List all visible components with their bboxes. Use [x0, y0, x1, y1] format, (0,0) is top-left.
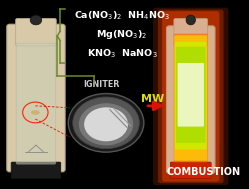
Circle shape	[79, 103, 133, 145]
FancyBboxPatch shape	[178, 63, 204, 127]
Circle shape	[68, 94, 144, 152]
FancyBboxPatch shape	[16, 43, 56, 164]
Text: Ca(NO$_3$)$_2$  NH$_4$NO$_3$: Ca(NO$_3$)$_2$ NH$_4$NO$_3$	[74, 10, 170, 22]
Text: COMBUSTION: COMBUSTION	[167, 167, 241, 177]
FancyBboxPatch shape	[7, 24, 65, 172]
Text: Mg(NO$_3$)$_2$: Mg(NO$_3$)$_2$	[96, 29, 147, 41]
Text: MW: MW	[141, 94, 164, 104]
FancyBboxPatch shape	[153, 8, 228, 185]
FancyBboxPatch shape	[174, 19, 208, 46]
Circle shape	[84, 107, 128, 141]
FancyBboxPatch shape	[174, 34, 208, 162]
FancyBboxPatch shape	[158, 10, 224, 183]
FancyBboxPatch shape	[11, 162, 61, 179]
FancyBboxPatch shape	[174, 35, 207, 161]
FancyBboxPatch shape	[167, 26, 215, 174]
Ellipse shape	[186, 15, 195, 25]
FancyBboxPatch shape	[16, 19, 56, 46]
FancyBboxPatch shape	[176, 47, 206, 143]
FancyBboxPatch shape	[162, 11, 219, 182]
Ellipse shape	[31, 110, 40, 115]
Text: KNO$_3$  NaNO$_3$: KNO$_3$ NaNO$_3$	[87, 48, 157, 60]
Ellipse shape	[30, 15, 42, 25]
FancyArrowPatch shape	[148, 102, 161, 110]
FancyBboxPatch shape	[175, 42, 206, 149]
Text: IGNITER: IGNITER	[83, 80, 119, 89]
Circle shape	[73, 97, 139, 149]
FancyBboxPatch shape	[170, 162, 211, 179]
